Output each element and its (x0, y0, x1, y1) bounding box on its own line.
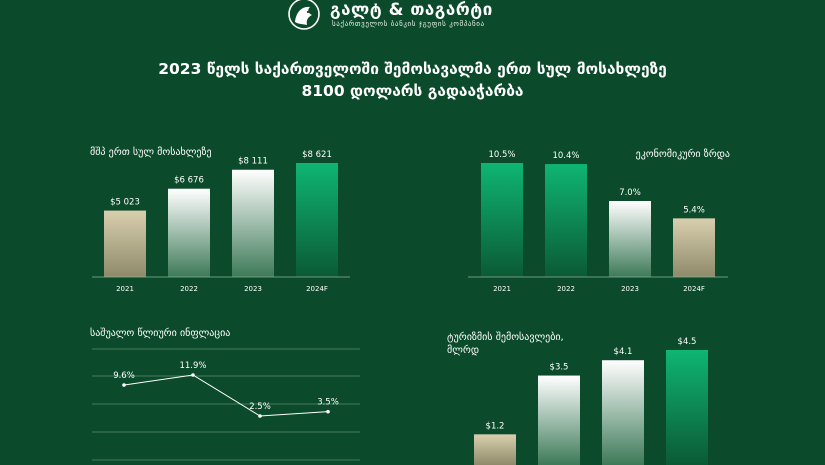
tourism-bar-label: $3.5 (550, 363, 569, 373)
lion-emblem-icon (288, 0, 320, 30)
tourism-bar-label: $1.2 (486, 421, 505, 431)
gdp-bar (104, 210, 146, 277)
gdp-chart-bars: $5 023 $6 676 $8 111 $8 621 (104, 150, 338, 277)
gdp-bar-label: $6 676 (174, 176, 204, 186)
growth-bar-label: 5.4% (683, 205, 705, 215)
tourism-bar (538, 375, 580, 465)
gdp-bar-label: $8 621 (302, 150, 332, 160)
growth-tick-2024f: 2024F (683, 285, 705, 293)
gdp-chart-title: მშპ ერთ სულ მოსახლეზე (90, 146, 212, 158)
gdp-tick-2021: 2021 (116, 285, 134, 293)
growth-bar (673, 218, 715, 277)
page-title: 2023 წელს საქართველოში შემოსავალმა ერთ ს… (0, 58, 825, 102)
gdp-tick-2023: 2023 (244, 285, 262, 293)
page-title-line-1: 2023 წელს საქართველოში შემოსავალმა ერთ ს… (158, 60, 667, 78)
growth-bar-label: 7.0% (619, 188, 641, 198)
inflation-series: 9.6% 11.9% 2.5% 3.5% (113, 361, 339, 418)
brand-logo: გალტ & თაგარტი საქართველოს ბანკის ჯგუფის… (286, 0, 526, 34)
inflation-point (122, 383, 126, 387)
growth-tick-2021: 2021 (493, 285, 511, 293)
inflation-point (326, 409, 330, 414)
tourism-chart-bars: $1.2 $3.5 $4.1 $4.5 (474, 337, 708, 465)
tourism-bar (666, 350, 708, 465)
gdp-bar (232, 169, 274, 277)
tourism-bar (602, 360, 644, 465)
gdp-bar (296, 163, 338, 277)
inflation-gridlines (92, 348, 360, 461)
growth-tick-2022: 2022 (557, 285, 575, 293)
brand-name: გალტ & თაგარტი (330, 0, 493, 20)
gdp-tick-2022: 2022 (180, 285, 198, 293)
tourism-bar-label: $4.1 (614, 347, 633, 357)
growth-bar-label: 10.5% (488, 150, 515, 160)
gdp-bar-label: $5 023 (110, 198, 140, 208)
inflation-point-label: 3.5% (317, 398, 339, 408)
inflation-chart-title: საშუალო წლიური ინფლაცია (90, 327, 230, 339)
inflation-point-label: 9.6% (113, 371, 135, 381)
tourism-chart-title-line-2: მლრდ (447, 344, 479, 356)
brand-tagline: საქართველოს ბანკის ჯგუფის კომპანია (332, 20, 485, 28)
tourism-bar (474, 434, 516, 465)
gdp-bar (168, 188, 210, 277)
page-title-line-2: 8100 დოლარს გადააჭარბა (301, 82, 524, 100)
growth-tick-2023: 2023 (621, 285, 639, 293)
growth-bar (609, 201, 651, 277)
growth-chart-bars: 10.5% 10.4% 7.0% 5.4% (481, 150, 715, 277)
inflation-line (123, 374, 329, 417)
inflation-point-label: 2.5% (249, 402, 271, 412)
gdp-bar-label: $8 111 (238, 157, 268, 167)
tourism-bar-label: $4.5 (678, 337, 697, 347)
inflation-point (258, 414, 262, 418)
inflation-point-label: 11.9% (179, 361, 206, 371)
growth-bar (545, 164, 587, 277)
inflation-point (191, 373, 195, 377)
gdp-tick-2024f: 2024F (306, 285, 328, 293)
growth-chart-title: ეკონომიკური ზრდა (636, 148, 730, 160)
tourism-chart-title: ტურიზმის შემოსავლები, (447, 331, 564, 343)
growth-bar-label: 10.4% (552, 151, 579, 161)
growth-bar (481, 163, 523, 277)
